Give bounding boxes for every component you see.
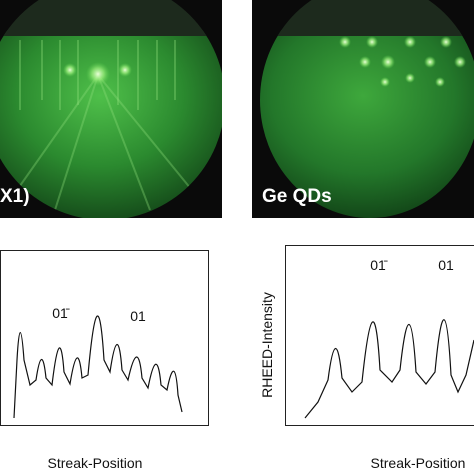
profile-curve (304, 319, 474, 419)
plot-frame (285, 245, 474, 426)
image-label: Ge QDs (262, 186, 332, 207)
x-axis-label: Streak-Position (371, 455, 466, 471)
peak-label: 01 (438, 257, 454, 273)
rheed-image-right: Ge QDs (252, 0, 474, 218)
peak-label: 01̄ (52, 305, 70, 321)
rheed-image-left: X1) (0, 0, 222, 218)
profile-left: 01̄ 01 Streak-Position (0, 250, 209, 471)
profile-right: 01̄ 01 Streak-Position RHEED-Intensity (259, 245, 474, 471)
plot-frame (0, 250, 209, 426)
peak-label: 01 (130, 308, 146, 324)
y-axis-label: RHEED-Intensity (259, 292, 275, 398)
image-label: X1) (0, 186, 30, 207)
profile-curve (13, 315, 183, 419)
peak-label: 01̄ (370, 257, 388, 273)
x-axis-label: Streak-Position (48, 455, 143, 471)
